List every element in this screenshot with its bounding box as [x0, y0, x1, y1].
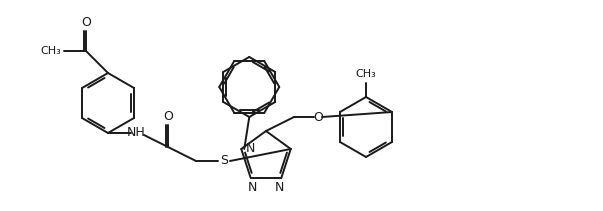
Text: N: N: [248, 181, 257, 194]
Text: O: O: [313, 111, 323, 123]
Text: CH₃: CH₃: [40, 46, 61, 56]
Text: NH: NH: [127, 127, 145, 139]
Text: N: N: [245, 142, 254, 156]
Text: O: O: [163, 110, 173, 123]
Text: CH₃: CH₃: [356, 69, 376, 79]
Text: S: S: [220, 154, 228, 168]
Text: N: N: [274, 181, 284, 194]
Text: O: O: [81, 16, 91, 29]
